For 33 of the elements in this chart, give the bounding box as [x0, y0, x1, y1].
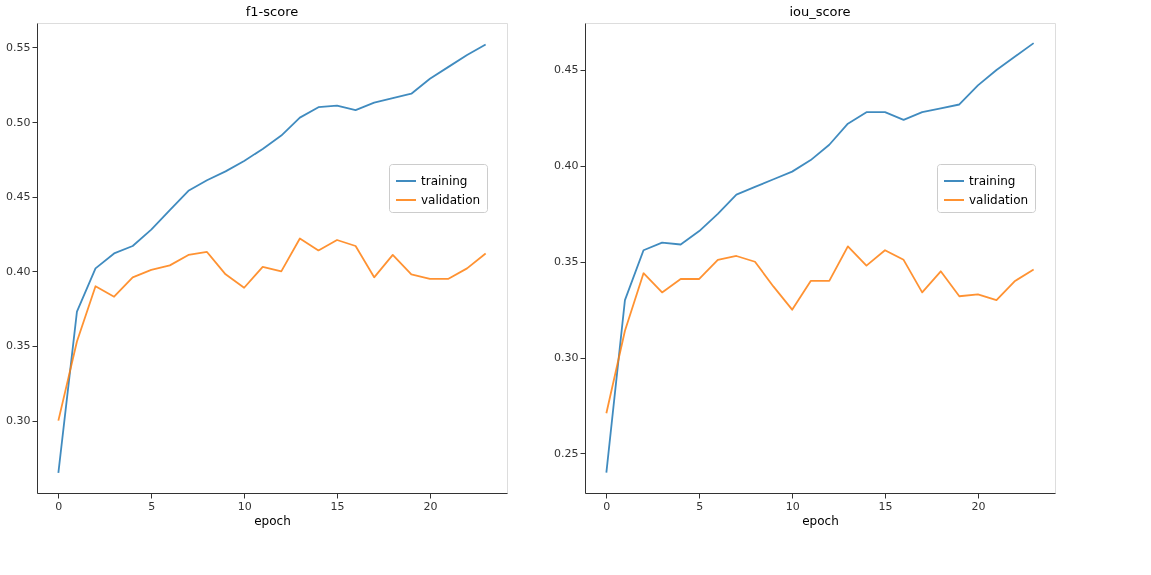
line-series [605, 245, 1035, 415]
x-tick-label: 0 [603, 499, 611, 513]
legend-label: training [969, 174, 1016, 188]
line-series [57, 43, 487, 474]
legend-label: validation [421, 193, 481, 207]
y-tick-label: 0.35 [6, 339, 31, 353]
x-axis-title: epoch [254, 513, 291, 528]
x-tick-label: 15 [878, 499, 893, 513]
y-tick-label: 0.30 [6, 414, 31, 428]
line-series [605, 42, 1035, 474]
y-tick-label: 0.30 [554, 351, 579, 365]
y-tick-label: 0.55 [6, 40, 31, 54]
x-tick-label: 20 [971, 499, 986, 513]
y-tick-label: 0.45 [6, 190, 31, 204]
x-tick-label: 15 [330, 499, 345, 513]
y-tick-label: 0.25 [554, 447, 579, 460]
y-tick-label: 0.40 [6, 264, 31, 278]
x-tick-label: 0 [55, 499, 63, 513]
x-tick-label: 10 [237, 499, 252, 513]
line-series [57, 237, 487, 422]
y-tick-label: 0.50 [6, 115, 31, 129]
legend-label: training [421, 174, 468, 188]
x-tick-label: 5 [696, 499, 704, 513]
x-tick-label: 5 [148, 499, 156, 513]
chart-title: f1-score [245, 4, 299, 19]
y-tick-label: 0.35 [554, 255, 579, 269]
x-tick-label: 10 [785, 499, 800, 513]
y-tick-label: 0.45 [554, 63, 579, 77]
x-tick-label: 20 [423, 499, 438, 513]
x-axis-title: epoch [802, 513, 839, 528]
chart-title: iou_score [789, 4, 851, 19]
legend-label: validation [969, 193, 1029, 207]
y-tick-label: 0.40 [554, 159, 579, 173]
